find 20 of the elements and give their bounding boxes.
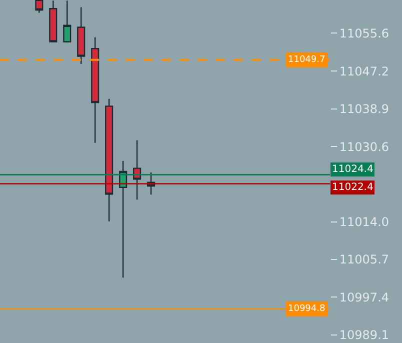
candlestick [133,140,142,200]
text: 11014.0 [339,215,390,230]
candlestick [77,6,86,65]
candlestick [119,160,128,278]
text: 11038.9 [339,102,390,116]
candlestick [105,98,114,222]
ref-line-label: 10994.8 [288,304,326,314]
text: 11030.6 [339,140,390,154]
ref-line-label: 11024.4 [332,164,374,175]
candlestick [91,36,100,144]
text: 10989.1 [339,328,390,342]
candlestick [35,0,44,14]
text: 11047.2 [339,64,390,78]
ref-line-label: 11022.4 [332,182,374,193]
text: 10997.4 [339,290,390,304]
candlestick [49,0,58,42]
text: 11055.6 [339,26,390,40]
candlestick [63,0,72,42]
ref-line-label: 11049.7 [288,55,326,65]
text: 11005.7 [339,252,390,267]
